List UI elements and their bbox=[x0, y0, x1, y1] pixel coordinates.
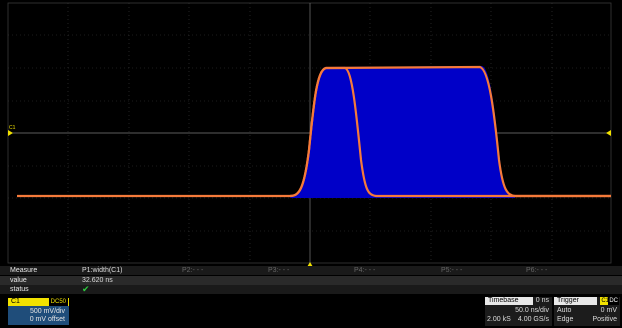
trigger-slope: Positive bbox=[592, 316, 617, 323]
channel-coupling: DC50 bbox=[48, 298, 68, 306]
channel-trace bbox=[17, 65, 611, 198]
channel-level-marker-left[interactable] bbox=[8, 130, 13, 136]
measure-header-row: Measure P1:width(C1) P2:- - - P3:- - - P… bbox=[0, 266, 622, 275]
trigger-label: Trigger bbox=[554, 297, 597, 305]
channel-marker-label: C1 bbox=[9, 125, 16, 131]
trigger-level-marker-right[interactable] bbox=[606, 130, 611, 136]
timebase-rate: 4.00 GS/s bbox=[517, 316, 549, 323]
trigger-coupling: DC bbox=[608, 297, 619, 305]
param-p5[interactable]: P5:- - - bbox=[441, 267, 463, 274]
param-p4[interactable]: P4:- - - bbox=[354, 267, 376, 274]
param-p6[interactable]: P6:- - - bbox=[526, 267, 548, 274]
trigger-source: C1 bbox=[600, 297, 610, 305]
p1-status-check-icon: ✔ bbox=[82, 284, 90, 294]
timebase-samples: 2.00 kS bbox=[487, 316, 511, 323]
timebase-tdiv: 50.0 ns/div bbox=[515, 307, 549, 314]
channel-offset: 0 mV offset bbox=[29, 316, 65, 323]
param-p2[interactable]: P2:- - - bbox=[182, 267, 204, 274]
trigger-descriptor[interactable]: Trigger C1 DC Auto 0 mV Edge Positive bbox=[554, 297, 620, 326]
trigger-mode: Auto bbox=[557, 307, 572, 314]
persistence-trace bbox=[290, 66, 515, 198]
trigger-level: 0 mV bbox=[600, 307, 617, 314]
channel-descriptor-header: C1 DC50 bbox=[8, 298, 69, 306]
trigger-position-marker[interactable] bbox=[307, 262, 313, 267]
param-p1[interactable]: P1:width(C1) bbox=[82, 267, 123, 274]
measure-table: Measure P1:width(C1) P2:- - - P3:- - - P… bbox=[0, 266, 622, 296]
timebase-delay: 0 ns bbox=[535, 297, 549, 304]
grid-lines bbox=[8, 3, 611, 263]
p1-value: 32.620 ns bbox=[82, 277, 113, 284]
trigger-type: Edge bbox=[557, 316, 574, 323]
param-p3[interactable]: P3:- - - bbox=[268, 267, 290, 274]
measure-status-label: status bbox=[10, 286, 29, 293]
measure-header-label: Measure bbox=[10, 267, 38, 274]
measure-value-label: value bbox=[10, 277, 27, 284]
timebase-label: Timebase bbox=[485, 297, 533, 305]
channel-descriptor-c1[interactable]: C1 DC50 500 mV/div 0 mV offset bbox=[8, 298, 69, 325]
channel-vdiv: 500 mV/div bbox=[29, 308, 65, 315]
channel-name: C1 bbox=[11, 298, 20, 305]
timebase-descriptor[interactable]: Timebase 0 ns 50.0 ns/div 2.00 kS 4.00 G… bbox=[485, 297, 552, 326]
measure-value-row: value 32.620 ns bbox=[0, 276, 622, 285]
measure-status-row: status ✔ bbox=[0, 285, 622, 294]
